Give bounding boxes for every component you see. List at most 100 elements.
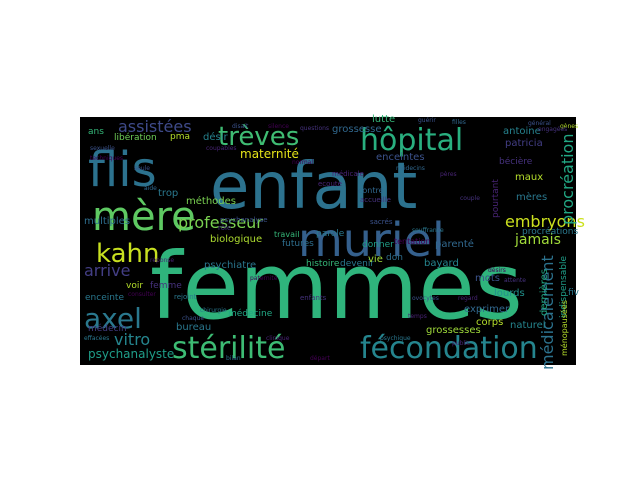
cloud-word-travail: travail [274,230,299,239]
cloud-word-embryons: embryons [505,212,585,231]
cloud-word-psychiatre: psychiatre [204,260,256,271]
cloud-word-public: public [452,340,470,347]
cloud-word-silence: silence [268,123,289,130]
cloud-word-beciere: bécière [499,156,533,167]
cloud-word-sterilite: stérilité [172,331,285,366]
cloud-word-parole: parole [316,229,345,239]
cloud-word-vitro: vitro [114,330,150,349]
cloud-word-axel: axel [84,302,142,335]
cloud-word-enceintes: enceintes [376,152,425,163]
cloud-word-accueille: accueille [360,196,391,204]
cloud-word-ovocytes: ovocytes [412,295,439,302]
cloud-word-souffrance: souffrance [412,227,444,234]
cloud-word-contre: contre [358,186,384,195]
cloud-word-hopital: hôpital [360,123,463,158]
cloud-word-muriel: muriel [298,213,445,267]
cloud-word-desirs: désirs [488,267,506,274]
cloud-word-indispensable: indispensable [559,256,569,318]
cloud-word-flis: flis [88,142,157,198]
cloud-word-kahn: kahn [96,239,160,269]
cloud-word-depart: départ [310,355,330,362]
cloud-word-paternite: paternité [250,275,278,282]
cloud-word-femme: femme [150,281,182,291]
cloud-word-psychique: psychique [380,335,411,342]
cloud-word-donner: donner [362,240,394,250]
cloud-word-devenir: devenir [340,259,374,269]
cloud-word-seule: seule [134,165,150,172]
cloud-word-tentation: tentation [394,237,431,246]
cloud-word-psychanalyse: psychanalyse [220,216,268,224]
cloud-word-medicalement: médicalement [538,255,557,370]
cloud-word-temps: temps [408,313,427,320]
cloud-word-arrive: arrive [84,261,130,280]
cloud-word-engagees: engagées [538,126,567,133]
cloud-word-antoine: antoine [503,126,541,137]
cloud-word-ecoute: ecoute [318,180,342,188]
cloud-word-consulter: consulter [128,291,156,298]
cloud-word-vie: vie [368,254,383,265]
cloud-word-corps: corps [476,317,503,328]
cloud-word-naturel: naturel [510,320,546,331]
cloud-word-bilan: bilan [226,355,241,362]
cloud-word-psychanalyste: psychanalyste [88,347,174,361]
cloud-word-peres: pères [440,171,457,178]
cloud-word-enceinte: enceinte [85,293,124,303]
cloud-word-medicale: médicale [332,170,364,178]
cloud-word-mots: mots [475,273,500,284]
cloud-word-fecondation: fécondation [360,331,538,366]
cloud-word-grossesse: grossesse [332,124,382,135]
cloud-word-general: général [528,120,551,127]
cloud-word-methodes: méthodes [186,195,236,207]
cloud-word-parente: parenté [435,238,474,250]
cloud-word-regard: regard [458,295,478,302]
cloud-word-maux: maux [515,172,543,183]
cloud-word-don: don [386,253,403,263]
cloud-word-coupables: coupables [206,145,237,152]
cloud-word-assistees: assistées [118,117,192,136]
cloud-word-ans: ans [88,127,104,137]
cloud-word-genes: gènes [560,123,578,130]
cloud-word-maternite: maternité [240,147,299,161]
cloud-word-exprimer: exprimer [464,304,510,315]
cloud-word-trop: trop [158,188,178,199]
cloud-word-chaque: chaque [182,315,204,322]
cloud-word-patricia: patricia [505,138,543,149]
cloud-word-menopausees: ménopausées [559,300,569,356]
cloud-word-questions: questions [300,125,329,132]
cloud-word-liberation: libération [114,132,157,143]
cloud-word-femmes: femmes [150,233,523,340]
cloud-word-desir: désir [203,131,228,143]
cloud-word-grossesses: grossesses [426,325,481,336]
cloud-word-lutte: lutte [372,114,395,125]
cloud-word-meres: mères [516,191,547,203]
cloud-word-futures: futures [282,239,314,249]
cloud-word-sexuelle: sexuelle [90,145,115,152]
cloud-word-mere: mère [92,194,196,240]
cloud-word-guerir: guérir [418,117,436,124]
cloud-word-medecine: médecine [228,308,273,319]
cloud-word-histoire: histoire [306,259,340,269]
cloud-word-professeur: professeur [178,213,263,232]
cloud-word-couple: couple [460,195,480,202]
cloud-word-sacres: sacrés [370,218,393,226]
cloud-word-voir: voir [126,281,143,291]
cloud-word-attente: attente [504,277,526,284]
cloud-word-chirurgie: chirurgie [200,307,227,314]
cloud-word-effacees: effacées [84,335,109,342]
cloud-word-medecin: médecin [88,323,127,334]
cloud-word-pma: pma [170,132,190,142]
cloud-word-procreations: procréations [522,226,578,237]
cloud-word-fiv: fiv [568,288,580,298]
cloud-word-reponse: réponse [150,257,174,264]
cloud-word-treves: trèves [218,122,299,152]
cloud-word-aide: aide [144,185,157,192]
cloud-word-jamais: jamais [514,232,561,248]
cloud-word-bayard: bayard [424,258,459,269]
cloud-word-enfant: enfant [210,150,417,224]
cloud-word-role: rôle [218,224,231,232]
cloud-word-normal: normal [292,159,313,166]
cloud-word-enfants: enfants [300,294,327,302]
cloud-word-disait: disait [232,123,249,130]
